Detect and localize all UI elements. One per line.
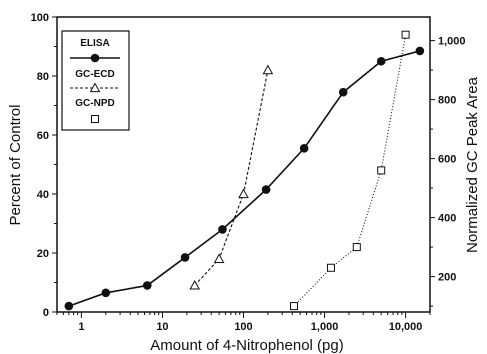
data-point-gc-npd: [401, 30, 410, 39]
series-line-elisa: [68, 50, 421, 307]
series-line-gc-npd: [293, 34, 407, 307]
series-elisa: [64, 46, 425, 311]
series-line-gc-ecd: [194, 69, 269, 286]
legend-sample-gc-ecd: [70, 82, 120, 93]
data-point-elisa: [338, 87, 348, 97]
x-tick-label: 10: [156, 321, 168, 333]
legend-marker: [89, 82, 101, 93]
legend-box: [61, 30, 130, 131]
left-y-tick-label: 100: [31, 12, 49, 24]
data-point-elisa: [64, 301, 74, 311]
left-y-tick-label: 0: [43, 307, 49, 319]
data-point-gc-ecd: [262, 64, 274, 75]
left-y-tick-label: 80: [37, 71, 49, 83]
legend-label-elisa: ELISA: [80, 38, 109, 49]
x-tick-label: 1,000: [311, 321, 339, 333]
data-point-gc-npd: [326, 263, 335, 272]
x-tick-label: 10,000: [389, 321, 423, 333]
right-y-tick-label: 400: [438, 213, 456, 225]
data-point-gc-ecd: [238, 188, 249, 199]
data-point-gc-npd: [290, 302, 299, 311]
right-y-tick-label: 600: [438, 154, 456, 166]
series-gc-npd: [290, 30, 410, 311]
x-tick-label: 100: [234, 321, 252, 333]
left-y-tick-label: 40: [37, 189, 49, 201]
data-point-gc-npd: [352, 243, 361, 252]
x-axis-ticks: 1 10 100 1,000 10,000: [56, 312, 431, 333]
data-point-elisa: [142, 281, 152, 290]
data-point-elisa: [180, 253, 190, 262]
right-y-axis-title: Normalized GC Peak Area: [464, 76, 481, 253]
data-point-gc-npd: [377, 166, 386, 175]
series-layer: [64, 30, 425, 311]
left-y-axis-title: Percent of Control: [7, 105, 24, 226]
legend-sample-gc-npd: [91, 115, 99, 123]
legend-label-gc-npd: GC-NPD: [75, 98, 114, 109]
series-gc-ecd: [189, 64, 274, 290]
data-point-elisa: [299, 143, 309, 153]
data-point-elisa: [376, 56, 386, 66]
x-axis-title: Amount of 4-Nitrophenol (pg): [150, 337, 343, 354]
left-y-tick-label: 60: [37, 130, 49, 142]
legend: ELISA GC-ECD GC-NPD: [61, 30, 130, 131]
data-point-gc-ecd: [213, 253, 225, 263]
data-point-elisa: [218, 225, 227, 234]
legend-marker: [90, 53, 100, 63]
right-y-tick-label: 200: [438, 272, 456, 284]
right-y-tick-label: 800: [438, 95, 456, 107]
right-y-axis-ticks: 200 400 600 800 1,000: [430, 36, 466, 307]
legend-label-gc-ecd: GC-ECD: [75, 69, 114, 80]
legend-sample-elisa: [70, 53, 120, 63]
left-y-tick-label: 20: [37, 248, 49, 260]
legend-marker: [91, 115, 99, 123]
data-point-elisa: [101, 288, 111, 298]
data-point-gc-ecd: [189, 279, 201, 290]
right-y-tick-label: 1,000: [438, 36, 466, 48]
data-point-elisa: [261, 185, 271, 194]
left-y-axis-ticks: 0 20 40 60 80 100: [31, 12, 57, 319]
data-point-elisa: [415, 46, 425, 56]
x-tick-label: 1: [78, 321, 84, 333]
